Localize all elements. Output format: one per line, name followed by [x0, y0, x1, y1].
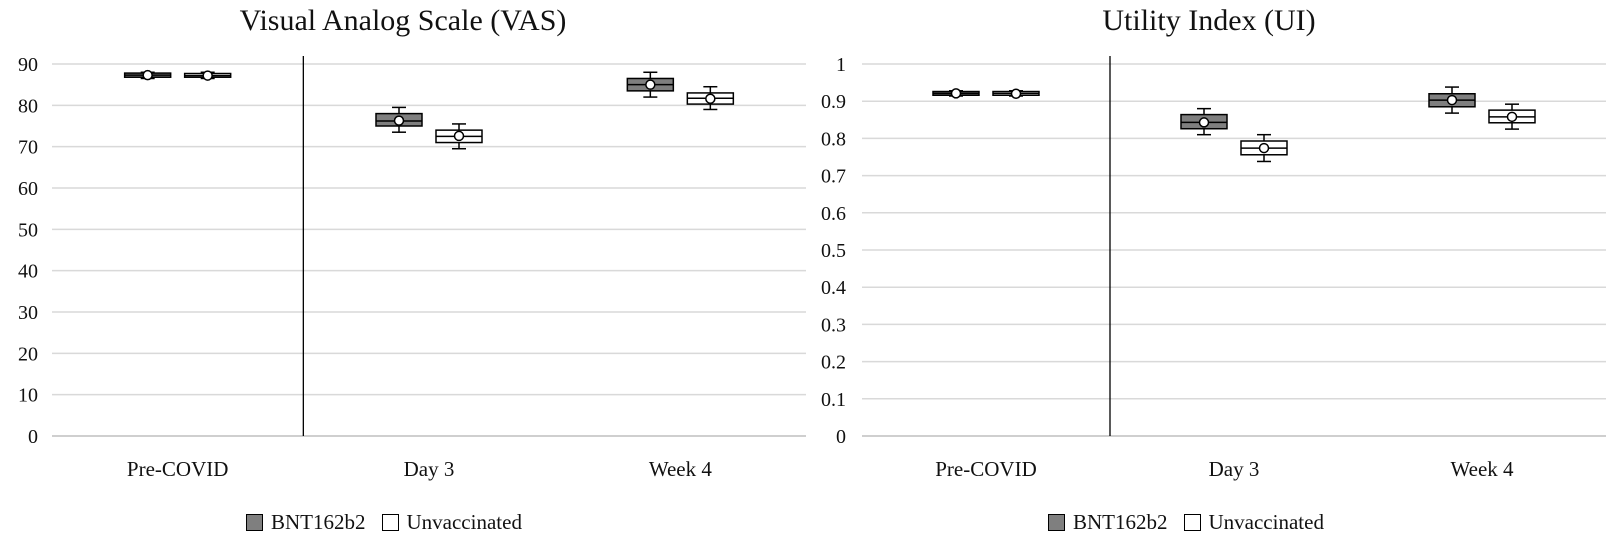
vas-y-tick-label: 0: [28, 426, 38, 448]
box-mean-marker: [453, 130, 465, 142]
ui-y-tick-label: 0.1: [821, 389, 846, 411]
ui-y-tick-label: 0.5: [821, 240, 846, 262]
ui-y-tick-label: 0.2: [821, 352, 846, 374]
ui-y-tick-label: 1: [836, 54, 846, 76]
vas-box-bnt162b2-1: [375, 106, 423, 133]
box-mean-marker: [645, 79, 656, 90]
ui-x-tick-label: Day 3: [1209, 457, 1260, 481]
vas-y-tick-label: 20: [18, 343, 38, 365]
legend-label-bnt162b2: BNT162b2: [1073, 510, 1168, 534]
box-mean-marker: [1010, 88, 1022, 100]
ui-y-tick-label: 0.7: [821, 166, 846, 188]
vas-y-tick-label: 40: [18, 261, 38, 283]
legend-label-unvaccinated: Unvaccinated: [406, 510, 522, 534]
ui-box-bnt162b2-0: [932, 88, 980, 99]
box-mean-marker: [1258, 142, 1270, 154]
ui-chart-title: Utility Index (UI): [1102, 4, 1316, 37]
legend-swatch-unvaccinated: [1183, 514, 1201, 531]
box-mean-marker: [1506, 111, 1518, 123]
box-mean-marker: [202, 70, 213, 81]
legend-label-unvaccinated: Unvaccinated: [1208, 510, 1324, 534]
vas-x-tick-label: Pre-COVID: [127, 457, 228, 481]
ui-y-tick-label: 0.6: [821, 203, 846, 225]
vas-box-unvaccinated-0: [183, 70, 232, 81]
box-mean-marker: [950, 88, 962, 99]
vas-legend-item-bnt162b2: BNT162b2: [246, 510, 366, 535]
vas-y-tick-label: 30: [18, 302, 38, 324]
vas-x-tick-label: Day 3: [404, 457, 455, 481]
ui-y-tick-label: 0.3: [821, 314, 846, 336]
vas-y-tick-label: 80: [18, 95, 38, 117]
vas-x-tick-label: Week 4: [649, 457, 713, 481]
ui-y-tick-label: 0.4: [821, 277, 846, 299]
vas-chart-plot: 0 10 20 30 40 50 60 70 80 90 Pre-COVID Day 3 Week 4: [18, 54, 806, 481]
ui-chart-plot: 0 0.1 0.2 0.3 0.4 0.5 0.6 0.7 0.8 0.9 1 Pre-COVID Da…: [821, 54, 1606, 481]
legend-swatch-bnt162b2: [1048, 514, 1065, 531]
ui-y-tick-label: 0.8: [821, 128, 846, 150]
box-mean-marker: [1198, 117, 1210, 128]
box-mean-marker: [705, 93, 716, 104]
vas-box-bnt162b2-0: [123, 69, 172, 81]
vas-chart-panel: Visual Analog Scale (VAS) 0 10 20 30 40 50 60 7…: [18, 4, 806, 535]
ui-x-tick-label: Pre-COVID: [935, 457, 1036, 481]
legend-swatch-unvaccinated: [381, 514, 399, 531]
vas-legend-item-unvaccinated: Unvaccinated: [381, 510, 522, 535]
ui-box-bnt162b2-1: [1180, 107, 1228, 136]
ui-y-tick-label: 0.9: [821, 91, 846, 113]
ui-y-tick-label: 0: [836, 426, 846, 448]
ui-box-unvaccinated-0: [992, 88, 1040, 100]
vas-chart-title: Visual Analog Scale (VAS): [239, 4, 567, 37]
ui-box-bnt162b2-2: [1428, 86, 1476, 114]
vas-legend: BNT162b2 Unvaccinated: [246, 510, 538, 535]
ui-x-tick-label: Week 4: [1450, 457, 1514, 481]
legend-swatch-bnt162b2: [246, 514, 263, 531]
ui-legend-item-unvaccinated: Unvaccinated: [1183, 510, 1324, 535]
vas-y-tick-label: 10: [18, 385, 38, 407]
box-mean-marker: [1446, 94, 1458, 106]
box-mean-marker: [142, 69, 153, 81]
vas-y-tick-label: 90: [18, 54, 38, 76]
ui-box-unvaccinated-1: [1240, 133, 1288, 163]
ui-legend: BNT162b2 Unvaccinated: [1048, 510, 1340, 535]
legend-label-bnt162b2: BNT162b2: [271, 510, 366, 534]
vas-y-tick-label: 50: [18, 219, 38, 241]
vas-y-tick-label: 70: [18, 137, 38, 159]
ui-chart-panel: Utility Index (UI) 0 0.1 0.2 0.3 0.4 0.5 0.6 0.…: [806, 0, 1612, 553]
ui-box-unvaccinated-2: [1488, 103, 1536, 130]
box-mean-marker: [393, 115, 405, 126]
vas-box-unvaccinated-1: [435, 123, 483, 150]
vas-box-unvaccinated-2: [686, 85, 735, 111]
ui-legend-item-bnt162b2: BNT162b2: [1048, 510, 1168, 535]
vas-box-bnt162b2-2: [626, 71, 675, 98]
vas-y-tick-label: 60: [18, 178, 38, 200]
